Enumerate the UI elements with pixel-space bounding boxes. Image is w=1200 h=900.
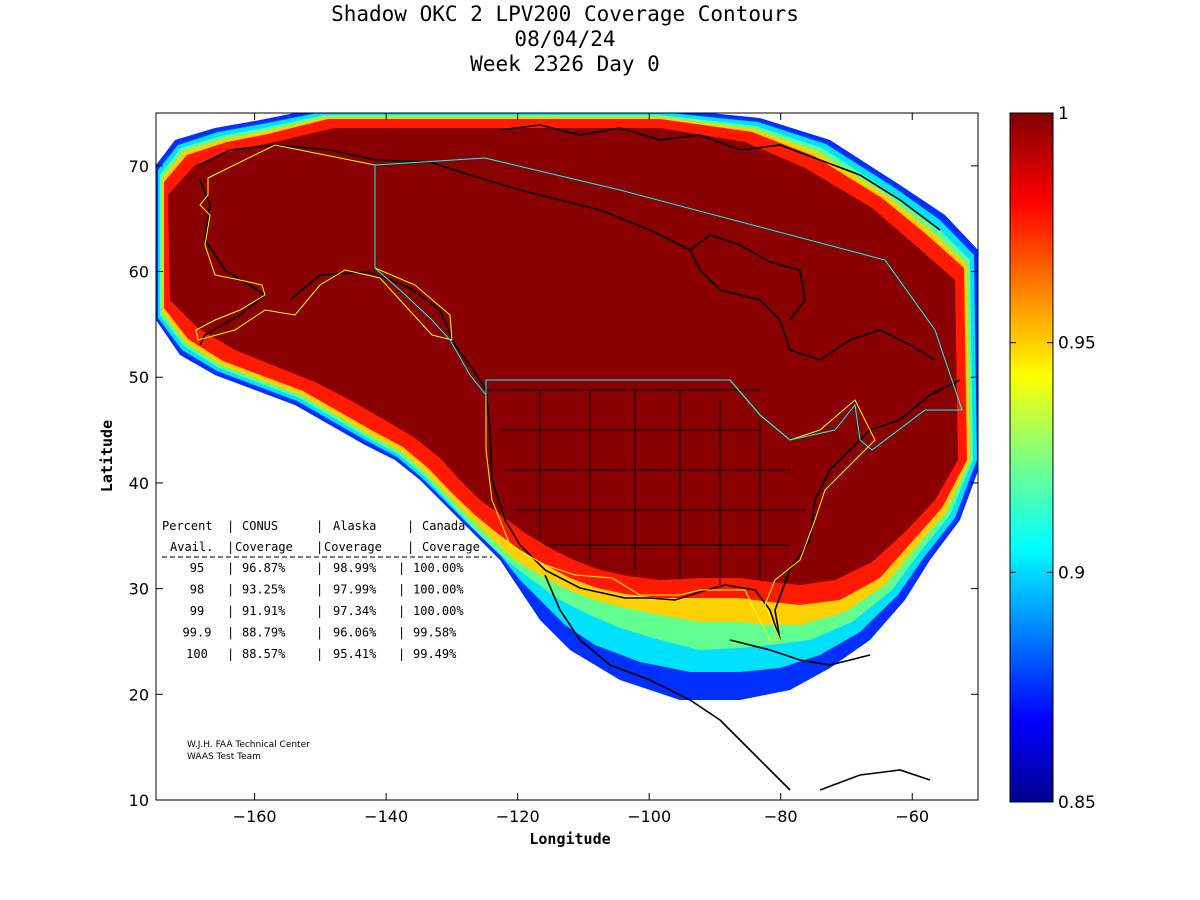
table-column-separator: | [316, 647, 323, 661]
table-column-separator: | [398, 626, 405, 640]
header-canada: Canada [422, 519, 465, 533]
header-alaska-coverage: Coverage [324, 540, 382, 554]
chart-date: 08/04/24 [514, 27, 616, 51]
y-tick-label: 20 [129, 685, 149, 704]
table-column-separator: | [227, 626, 234, 640]
table-row: 95 | 96.87% | 98.99% | 100.00% [190, 561, 465, 575]
table-rows: 95 | 96.87% | 98.99% | 100.00% 98 | 93.25% | 97.99%… [183, 561, 465, 661]
table-cell: 97.99% [333, 583, 377, 597]
credit-line-1: W.J.H. FAA Technical Center [187, 740, 310, 750]
table-header-row-2: Avail. | Coverage | Coverage | Coverage [170, 540, 480, 554]
table-cell: 100.00% [413, 583, 464, 597]
table-cell: 100.00% [413, 604, 464, 618]
chart-week: Week 2326 Day 0 [470, 52, 660, 76]
table-row: 99 | 91.91% | 97.34% | 100.00% [190, 604, 465, 618]
table-column-separator: | [398, 647, 405, 661]
table-column-separator: | [227, 583, 234, 597]
table-cell: 99.49% [413, 647, 457, 661]
table-cell: 99 [190, 604, 204, 618]
header-canada-coverage: Coverage [422, 540, 480, 554]
y-tick-label: 50 [129, 368, 149, 387]
coverage-contours [156, 113, 978, 700]
state-borders [486, 389, 805, 585]
chart-title: Shadow OKC 2 LPV200 Coverage Contours [331, 2, 799, 26]
conus-boundary [485, 379, 876, 641]
table-column-separator: | [398, 604, 405, 618]
table-cell: 96.87% [242, 561, 286, 575]
table-cell: 98.99% [333, 561, 377, 575]
canada-boundary [374, 157, 963, 451]
x-tick-label: −100 [627, 807, 671, 826]
table-cell: 100.00% [413, 561, 464, 575]
coastlines [199, 124, 961, 791]
header-avail: Avail. [170, 540, 213, 554]
header-percent: Percent [162, 519, 213, 533]
table-cell: 88.79% [242, 626, 286, 640]
plot-frame [155, 112, 979, 801]
table-column-separator: | [316, 561, 323, 575]
x-axis-label: Longitude [529, 830, 610, 848]
x-tick-label: −160 [233, 807, 277, 826]
header-conus: CONUS [242, 519, 278, 533]
y-tick-label: 70 [129, 157, 149, 176]
colorbar-tick-label: 1 [1058, 104, 1069, 124]
table-cell: 88.57% [242, 647, 286, 661]
y-tick-label: 30 [129, 580, 149, 599]
x-tick-label: −120 [496, 807, 540, 826]
colorbar-tick-label: 0.85 [1058, 793, 1096, 813]
table-cell: 100 [186, 647, 208, 661]
table-row: 98 | 93.25% | 97.99% | 100.00% [190, 583, 465, 597]
colorbar [1009, 112, 1054, 803]
y-tick-label: 60 [129, 263, 149, 282]
y-axis-ticks: 10 20 30 40 50 60 70 [129, 157, 978, 810]
table-cell: 99.58% [413, 626, 457, 640]
region-boundaries [195, 144, 963, 641]
colorbar-tick-label: 0.9 [1058, 563, 1085, 583]
table-column-separator: | [227, 561, 234, 575]
credit-line-2: WAAS Test Team [187, 752, 261, 762]
table-column-separator: | [398, 583, 405, 597]
colorbar-tick-label: 0.95 [1058, 334, 1096, 354]
x-tick-label: −60 [895, 807, 929, 826]
y-tick-label: 10 [129, 791, 149, 810]
table-column-separator: | [227, 604, 234, 618]
x-tick-label: −80 [764, 807, 798, 826]
table-cell: 95 [190, 561, 204, 575]
x-tick-label: −140 [364, 807, 408, 826]
table-cell: 96.06% [333, 626, 377, 640]
table-column-separator: | [227, 647, 234, 661]
table-header-row-1: Percent | CONUS | Alaska | Canada [162, 519, 465, 533]
y-axis-label: Latitude [98, 420, 116, 492]
x-axis-ticks: −160 −140 −120 −100 −80 −60 [233, 113, 929, 826]
coverage-table: Percent | CONUS | Alaska | Canada Avail.… [162, 519, 492, 661]
table-column-separator: | [316, 604, 323, 618]
header-alaska: Alaska [333, 519, 376, 533]
table-cell: 97.34% [333, 604, 377, 618]
table-cell: 99.9 [183, 626, 212, 640]
table-row: 100 | 88.57% | 95.41% | 99.49% [186, 647, 457, 661]
table-cell: 95.41% [333, 647, 377, 661]
y-tick-label: 40 [129, 474, 149, 493]
table-cell: 93.25% [242, 583, 286, 597]
table-column-separator: | [316, 583, 323, 597]
table-column-separator: | [316, 626, 323, 640]
header-conus-coverage: Coverage [235, 540, 293, 554]
colorbar-ticks: 1 0.95 0.9 0.85 [1010, 104, 1096, 813]
table-row: 99.9 | 88.79% | 96.06% | 99.58% [183, 626, 458, 640]
table-column-separator: | [398, 561, 405, 575]
table-cell: 91.91% [242, 604, 286, 618]
alaska-boundary [195, 144, 453, 341]
table-cell: 98 [190, 583, 204, 597]
